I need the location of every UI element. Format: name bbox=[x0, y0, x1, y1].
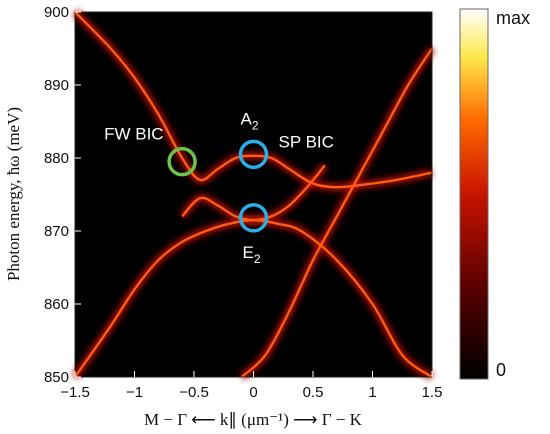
annotation-label-1: A2 bbox=[241, 109, 259, 132]
x-tick-label: 1.5 bbox=[422, 384, 443, 401]
y-tick-label: 890 bbox=[44, 77, 69, 94]
x-tick-label: −0.5 bbox=[179, 384, 209, 401]
y-tick-label: 850 bbox=[44, 369, 69, 386]
annotation-label-3: E2 bbox=[243, 243, 261, 266]
y-axis-label: Photon energy, ħω (meV) bbox=[4, 107, 23, 281]
x-tick-label: 0.5 bbox=[303, 384, 324, 401]
annotation-circle-1 bbox=[238, 139, 269, 170]
x-tick-label: −1.5 bbox=[60, 384, 90, 401]
annotation-circle-3 bbox=[238, 203, 269, 233]
x-tick-label: 1 bbox=[368, 384, 376, 401]
x-axis: −1.5 −1 −0.5 0 0.5 1 1.5 bbox=[60, 371, 442, 401]
y-axis: 850 860 870 880 890 900 bbox=[44, 4, 81, 386]
band-line-3 bbox=[240, 47, 434, 378]
annotation-layer: FW BIC A2 SP BIC E2 bbox=[104, 109, 334, 266]
colorbar-max-label: max bbox=[496, 8, 530, 28]
y-tick-label: 870 bbox=[44, 223, 69, 240]
y-tick-label: 900 bbox=[44, 4, 69, 21]
y-tick-label: 860 bbox=[44, 296, 69, 313]
annotation-label-0: FW BIC bbox=[104, 125, 164, 144]
x-axis-label: M − Γ ⟵ k∥ (μm⁻¹) ⟶ Γ − K bbox=[144, 410, 363, 429]
y-tick-label: 880 bbox=[44, 150, 69, 167]
annotation-label-2: SP BIC bbox=[279, 132, 334, 151]
band-line-0 bbox=[74, 11, 433, 189]
x-tick-label: −1 bbox=[126, 384, 143, 401]
colorbar-min-label: 0 bbox=[496, 360, 506, 380]
x-tick-label: 0 bbox=[249, 384, 257, 401]
annotation-circle-0 bbox=[167, 146, 197, 177]
colorbar bbox=[459, 8, 489, 380]
band-line-2 bbox=[181, 164, 326, 222]
